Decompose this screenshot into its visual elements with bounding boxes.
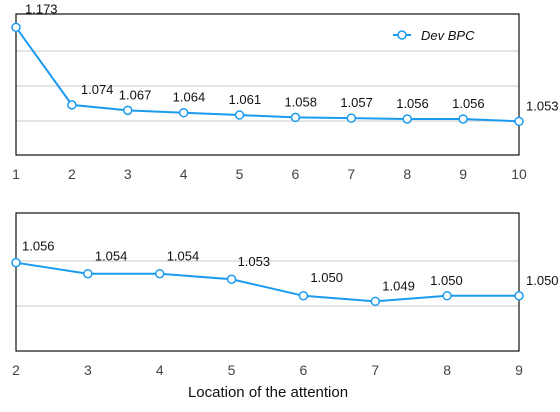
data-label: 1.173 <box>25 1 58 16</box>
data-point <box>11 257 21 268</box>
data-point <box>458 114 468 124</box>
data-point <box>83 268 93 279</box>
x-tick-label: 5 <box>236 166 244 182</box>
data-label: 1.050 <box>310 270 343 285</box>
data-label: 1.064 <box>173 90 206 105</box>
data-label: 1.050 <box>430 273 463 288</box>
data-label: 1.054 <box>167 249 200 264</box>
data-point <box>370 296 381 307</box>
data-label: 1.053 <box>238 254 271 269</box>
x-tick-label: 7 <box>347 166 355 182</box>
data-point <box>67 100 77 110</box>
data-label: 1.074 <box>81 82 114 97</box>
x-tick-label: 8 <box>443 362 451 378</box>
data-point <box>178 107 189 118</box>
x-tick-label: 8 <box>403 166 411 182</box>
top-chart: 1.173 1.074 1.067 1.064 1.061 1.058 1.057 1.056… <box>11 1 559 182</box>
data-point <box>123 105 133 116</box>
x-tick-label: 6 <box>292 166 300 182</box>
data-point <box>226 274 237 284</box>
x-tick-label: 9 <box>459 166 467 182</box>
data-label: 1.053 <box>526 98 559 113</box>
data-label: 1.054 <box>95 249 128 264</box>
legend: Dev BPC <box>393 28 475 43</box>
data-point <box>298 291 309 301</box>
data-point <box>290 112 301 123</box>
x-tick-label: 10 <box>511 166 527 182</box>
x-tick-label: 2 <box>68 166 76 182</box>
data-point <box>154 268 165 279</box>
x-tick-label: 3 <box>84 362 92 378</box>
data-label: 1.067 <box>119 87 152 102</box>
legend-marker <box>397 30 407 40</box>
data-point <box>346 113 357 123</box>
data-point <box>402 114 412 124</box>
legend-label: Dev BPC <box>421 28 475 43</box>
data-point <box>442 291 452 301</box>
x-tick-label: 2 <box>12 362 20 378</box>
x-tick-label: 4 <box>180 166 188 182</box>
data-point <box>11 22 21 33</box>
data-point <box>234 110 245 120</box>
data-label: 1.058 <box>284 94 317 109</box>
data-label: 1.056 <box>452 96 485 111</box>
series-line <box>15 26 520 123</box>
x-tick-label: 4 <box>156 362 164 378</box>
x-tick-label: 7 <box>371 362 379 378</box>
x-tick-label: 5 <box>228 362 236 378</box>
data-label: 1.056 <box>22 239 55 254</box>
data-label: 1.050 <box>526 273 559 288</box>
data-label: 1.056 <box>396 96 429 111</box>
x-axis-label: Location of the attention <box>188 384 348 401</box>
x-tick-label: 6 <box>300 362 308 378</box>
data-point <box>514 291 524 301</box>
data-label: 1.057 <box>340 95 373 110</box>
data-point <box>514 116 524 127</box>
plot-frame <box>15 212 520 352</box>
bottom-chart: 1.056 1.054 1.054 1.053 1.050 1.049 1.050 1.050… <box>11 212 559 378</box>
series-line <box>15 261 519 303</box>
plot-frame <box>15 13 520 156</box>
x-tick-label: 9 <box>515 362 523 378</box>
data-label: 1.049 <box>382 278 415 293</box>
data-label: 1.061 <box>229 92 262 107</box>
x-tick-label: 1 <box>12 166 20 182</box>
x-tick-label: 3 <box>124 166 132 182</box>
